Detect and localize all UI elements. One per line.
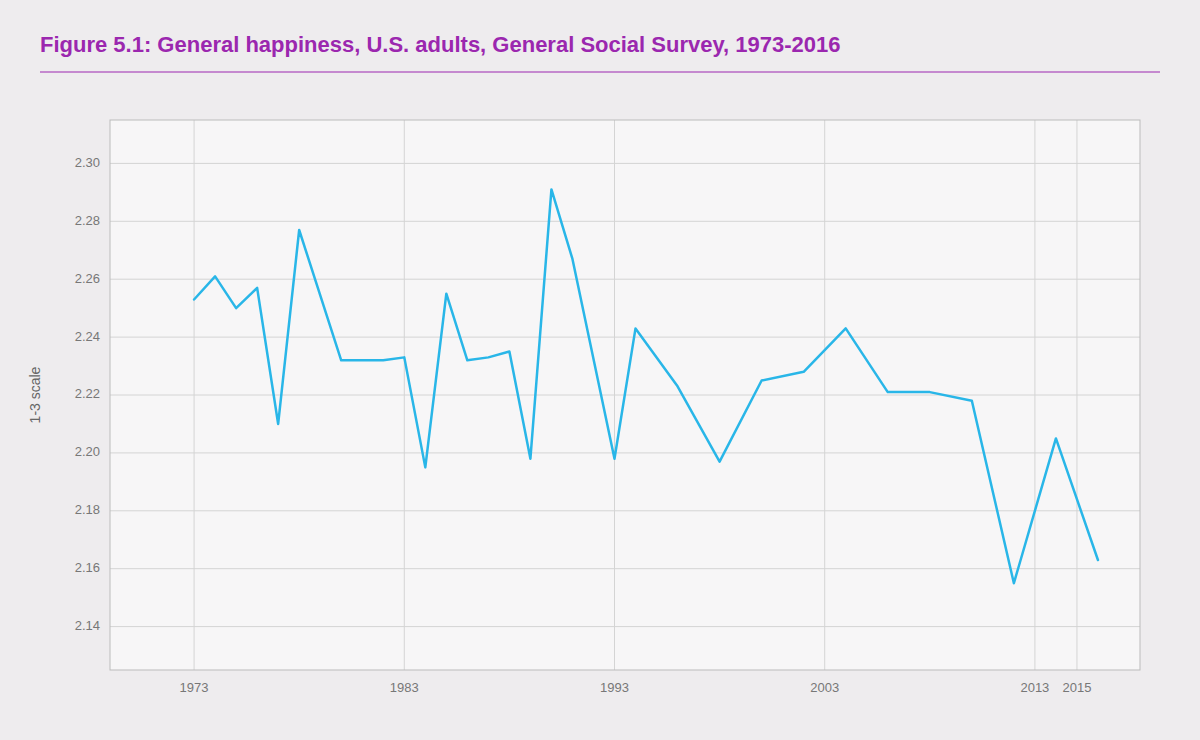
x-tick-label: 2003 [810, 680, 839, 695]
y-grid-line [110, 626, 1140, 627]
x-grid-line [614, 120, 615, 670]
chart-container: Figure 5.1: General happiness, U.S. adul… [0, 0, 1200, 740]
x-tick-label: 1973 [180, 680, 209, 695]
plot-area [110, 120, 1140, 670]
x-tick-label: 1983 [390, 680, 419, 695]
y-tick-label: 2.28 [75, 213, 100, 228]
page-body: {"chart_data": {"type": "line", "title":… [0, 0, 1200, 740]
x-tick-label: 2015 [1062, 680, 1091, 695]
y-tick-label: 2.16 [75, 560, 100, 575]
x-tick-label: 2013 [1020, 680, 1049, 695]
y-tick-label: 2.20 [75, 444, 100, 459]
title: Figure 5.1: General happiness, U.S. adul… [40, 32, 841, 57]
y-grid-line [110, 279, 1140, 280]
y-tick-label: 2.18 [75, 502, 100, 517]
y-tick-label: 2.30 [75, 155, 100, 170]
y-axis-label: 1-3 scale [27, 366, 43, 423]
background [0, 0, 1200, 740]
y-tick-label: 2.14 [75, 618, 100, 633]
x-tick-label: 1993 [600, 680, 629, 695]
chart-svg: Figure 5.1: General happiness, U.S. adul… [0, 0, 1200, 740]
x-grid-line [824, 120, 825, 670]
y-tick-label: 2.22 [75, 386, 100, 401]
page: Chart html, body { margin: 0; padding: 0… [0, 0, 1200, 740]
axes: 2.14 2.16 2.18 2.20 2.22 2.24 2.26 2.28 2.30 1973… [27, 120, 1140, 695]
y-grid-line [110, 568, 1140, 569]
title-rule [40, 71, 1160, 72]
x-grid-line [194, 120, 195, 670]
y-grid-line [110, 221, 1140, 222]
y-grid-line [110, 163, 1140, 164]
plot-frame [110, 120, 1140, 670]
data-layer [194, 189, 1098, 583]
y-grid-line [110, 452, 1140, 453]
x-grid-line [404, 120, 405, 670]
data-line [194, 189, 1098, 583]
y-grid-line [110, 510, 1140, 511]
y-tick-label: 2.26 [75, 271, 100, 286]
x-grid-line [1034, 120, 1035, 670]
y-tick-label: 2.24 [75, 329, 100, 344]
grid [110, 120, 1140, 670]
x-grid-line [1076, 120, 1077, 670]
